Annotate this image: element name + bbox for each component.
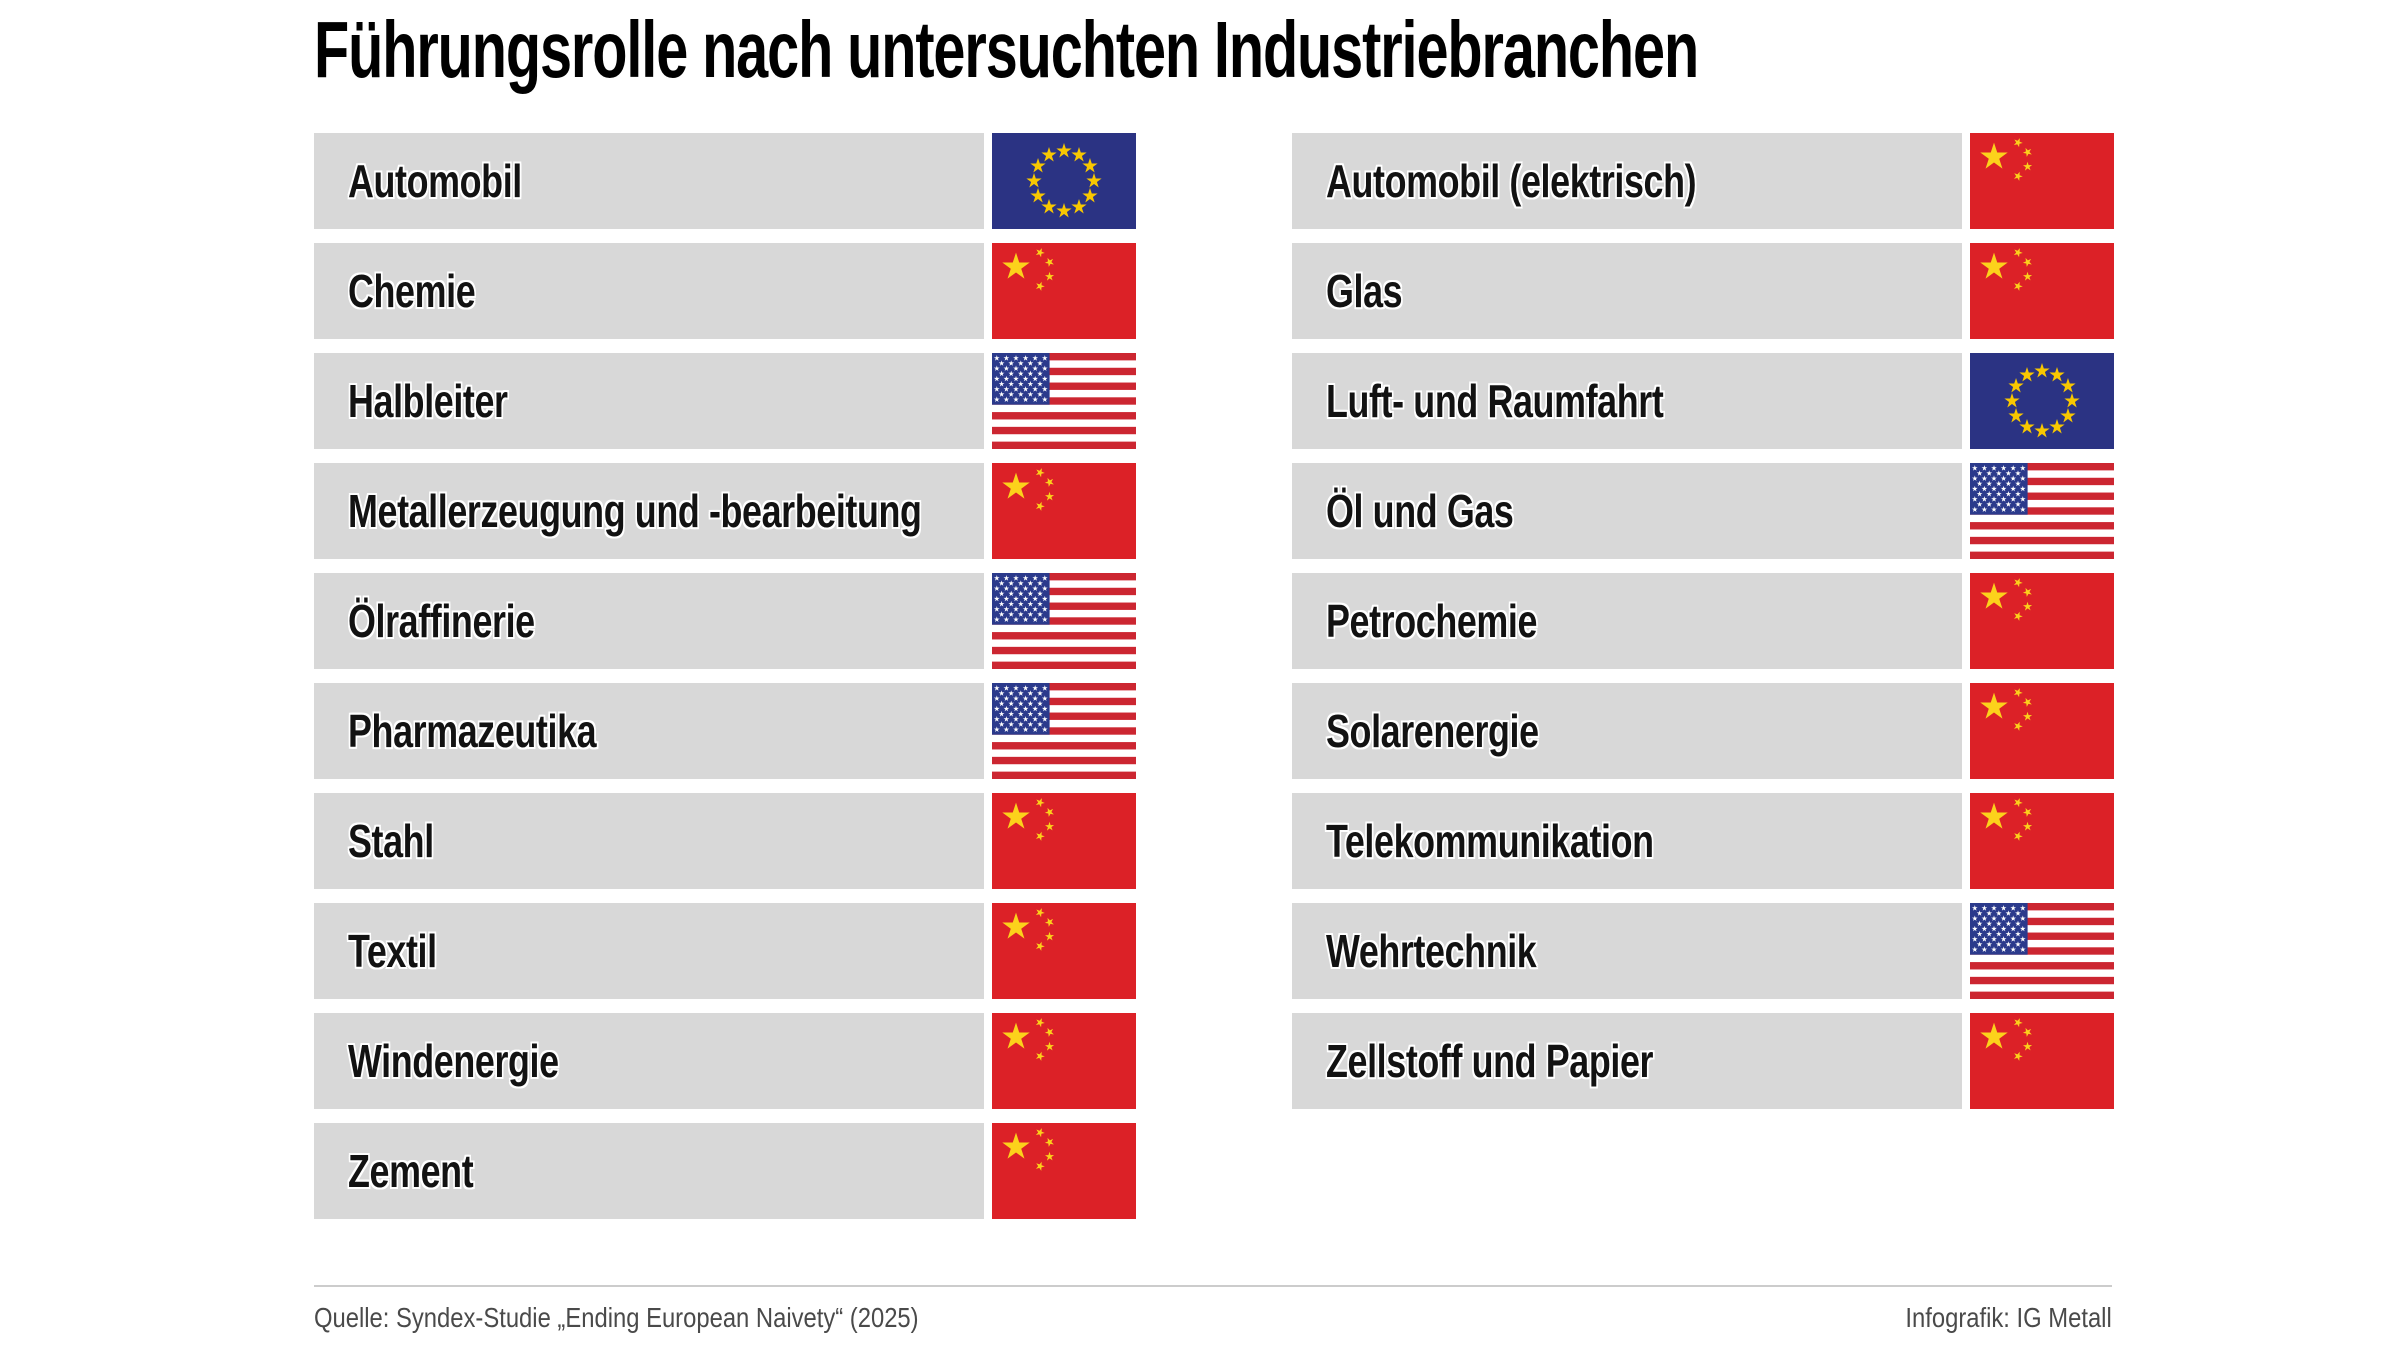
china-flag-icon xyxy=(1970,793,2114,889)
industry-row: Petrochemie xyxy=(1292,573,2114,669)
industry-bar: Automobil xyxy=(314,133,984,229)
industry-bar: Zellstoff und Papier xyxy=(1292,1013,1962,1109)
industry-label: Solarenergie xyxy=(1326,705,1539,757)
industry-row: Zellstoff und Papier xyxy=(1292,1013,2114,1109)
industry-label: Petrochemie xyxy=(1326,595,1538,647)
industry-row: Öl und Gas xyxy=(1292,463,2114,559)
industry-row: Automobil (elektrisch) xyxy=(1292,133,2114,229)
industry-row: Stahl xyxy=(314,793,1136,889)
industry-row: Textil xyxy=(314,903,1136,999)
source-note: Quelle: Syndex-Studie „Ending European N… xyxy=(314,1302,919,1333)
industry-label: Halbleiter xyxy=(348,375,508,427)
column-right: Automobil (elektrisch) Glas Luft- und Raum… xyxy=(1292,133,2114,1123)
industry-bar: Petrochemie xyxy=(1292,573,1962,669)
industry-label: Glas xyxy=(1326,265,1403,317)
industry-row: Metallerzeugung und -bearbeitung xyxy=(314,463,1136,559)
industry-bar: Pharmazeutika xyxy=(314,683,984,779)
industry-label: Zellstoff und Papier xyxy=(1326,1035,1654,1087)
footer-divider xyxy=(314,1285,2112,1287)
industry-label: Zement xyxy=(348,1145,474,1197)
usa-flag-icon xyxy=(1970,903,2114,999)
industry-label: Automobil xyxy=(348,155,522,207)
industry-label: Öl und Gas xyxy=(1326,485,1514,537)
industry-row: Wehrtechnik xyxy=(1292,903,2114,999)
usa-flag-icon xyxy=(1970,463,2114,559)
industry-label: Stahl xyxy=(348,815,434,867)
usa-flag-icon xyxy=(992,683,1136,779)
industry-bar: Windenergie xyxy=(314,1013,984,1109)
china-flag-icon xyxy=(992,1013,1136,1109)
industry-bar: Zement xyxy=(314,1123,984,1219)
industry-bar: Ölraffinerie xyxy=(314,573,984,669)
china-flag-icon xyxy=(1970,1013,2114,1109)
industry-bar: Solarenergie xyxy=(1292,683,1962,779)
column-left: Automobil Chemie Halbleiter Metallerzeugung… xyxy=(314,133,1136,1233)
industry-bar: Glas xyxy=(1292,243,1962,339)
industry-row: Solarenergie xyxy=(1292,683,2114,779)
china-flag-icon xyxy=(992,243,1136,339)
industry-row: Ölraffinerie xyxy=(314,573,1136,669)
industry-row: Automobil xyxy=(314,133,1136,229)
industry-label: Ölraffinerie xyxy=(348,595,535,647)
industry-label: Pharmazeutika xyxy=(348,705,597,757)
industry-bar: Textil xyxy=(314,903,984,999)
usa-flag-icon xyxy=(992,353,1136,449)
china-flag-icon xyxy=(1970,133,2114,229)
page-title: Führungsrolle nach untersuchten Industri… xyxy=(314,5,1699,94)
industry-bar: Wehrtechnik xyxy=(1292,903,1962,999)
industry-label: Textil xyxy=(348,925,437,977)
usa-flag-icon xyxy=(992,573,1136,669)
industry-label: Metallerzeugung und -bearbeitung xyxy=(348,485,922,537)
industry-label: Windenergie xyxy=(348,1035,559,1087)
eu-flag-icon xyxy=(1970,353,2114,449)
industry-bar: Metallerzeugung und -bearbeitung xyxy=(314,463,984,559)
china-flag-icon xyxy=(1970,573,2114,669)
industry-row: Glas xyxy=(1292,243,2114,339)
industry-label: Automobil (elektrisch) xyxy=(1326,155,1697,207)
china-flag-icon xyxy=(992,1123,1136,1219)
industry-row: Luft- und Raumfahrt xyxy=(1292,353,2114,449)
industry-bar: Automobil (elektrisch) xyxy=(1292,133,1962,229)
industry-row: Zement xyxy=(314,1123,1136,1219)
china-flag-icon xyxy=(992,793,1136,889)
industry-bar: Stahl xyxy=(314,793,984,889)
china-flag-icon xyxy=(992,903,1136,999)
credit-note: Infografik: IG Metall xyxy=(1905,1302,2112,1333)
footer: Quelle: Syndex-Studie „Ending European N… xyxy=(314,1302,2112,1334)
industry-bar: Telekommunikation xyxy=(1292,793,1962,889)
industry-row: Windenergie xyxy=(314,1013,1136,1109)
china-flag-icon xyxy=(1970,243,2114,339)
china-flag-icon xyxy=(992,463,1136,559)
industry-bar: Öl und Gas xyxy=(1292,463,1962,559)
industry-bar: Chemie xyxy=(314,243,984,339)
industry-row: Telekommunikation xyxy=(1292,793,2114,889)
eu-flag-icon xyxy=(992,133,1136,229)
industry-label: Luft- und Raumfahrt xyxy=(1326,375,1664,427)
industry-label: Chemie xyxy=(348,265,476,317)
industry-row: Chemie xyxy=(314,243,1136,339)
industry-bar: Halbleiter xyxy=(314,353,984,449)
industry-row: Pharmazeutika xyxy=(314,683,1136,779)
industry-label: Wehrtechnik xyxy=(1326,925,1537,977)
industry-label: Telekommunikation xyxy=(1326,815,1654,867)
china-flag-icon xyxy=(1970,683,2114,779)
industry-row: Halbleiter xyxy=(314,353,1136,449)
industry-bar: Luft- und Raumfahrt xyxy=(1292,353,1962,449)
